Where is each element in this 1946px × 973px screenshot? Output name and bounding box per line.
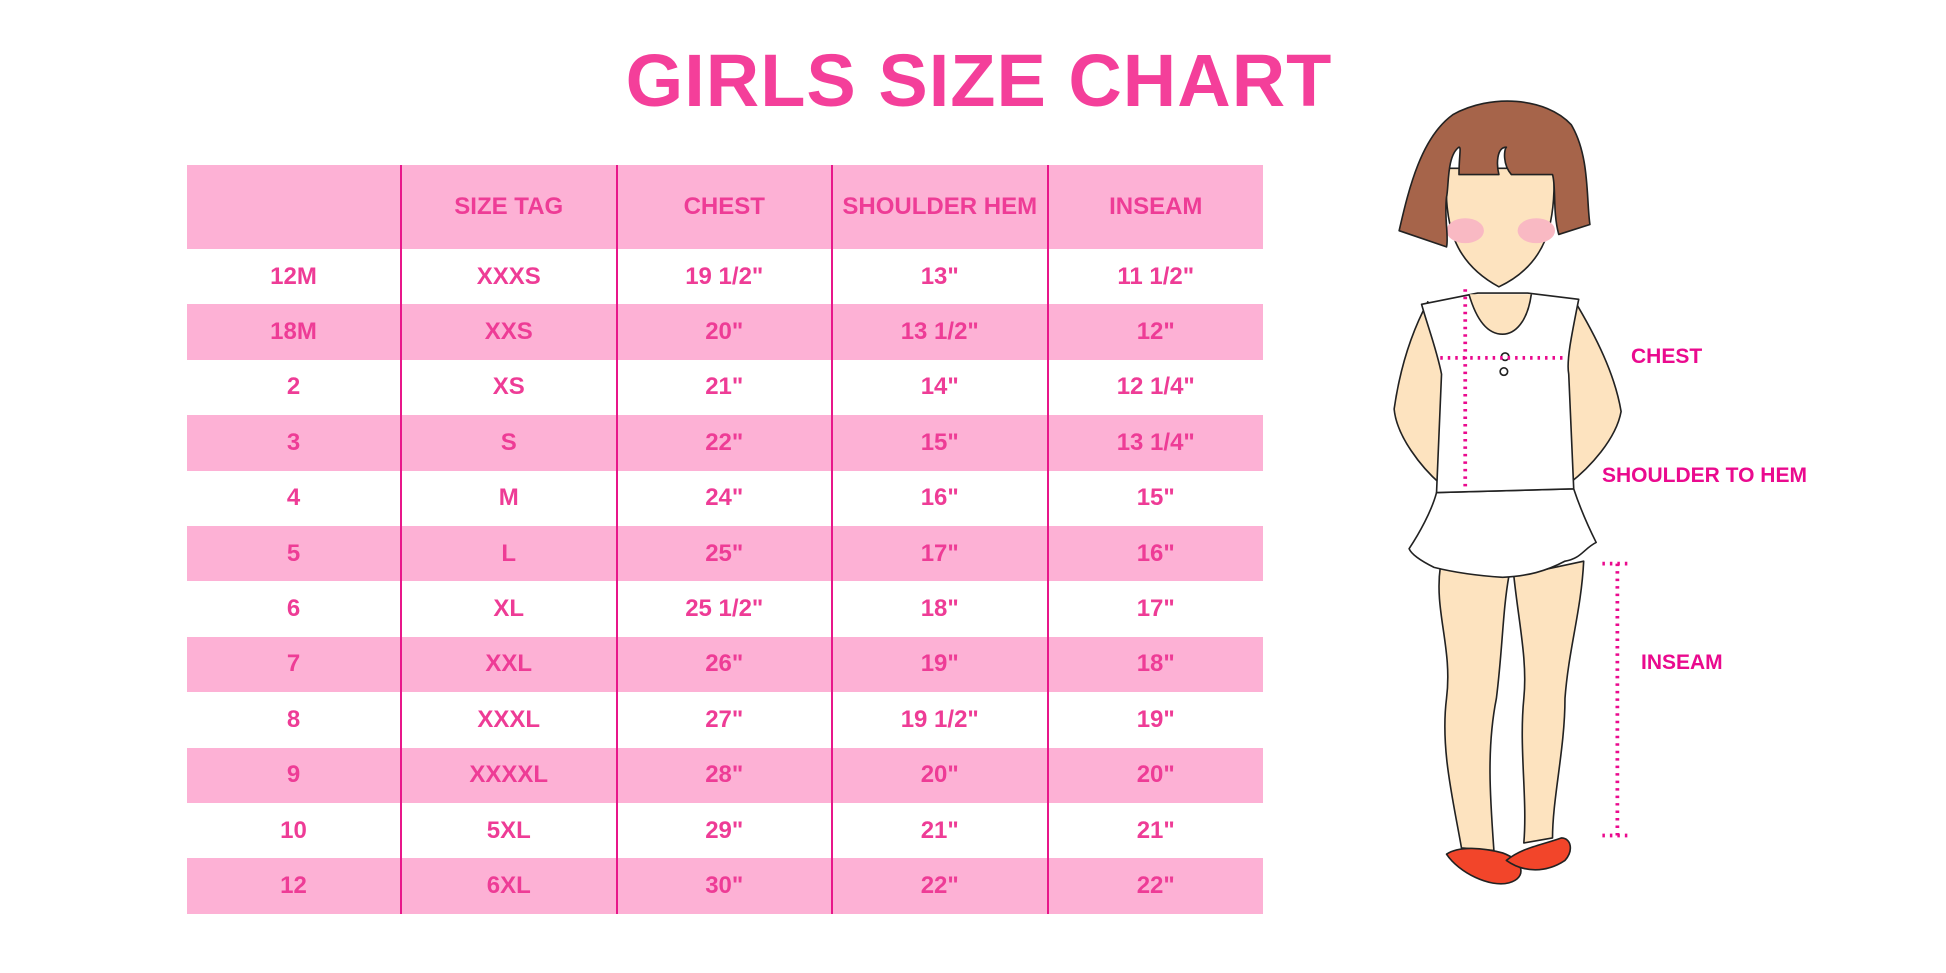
column-header: INSEAM: [1046, 165, 1263, 249]
table-cell: 24": [615, 470, 832, 526]
page-title: GIRLS SIZE CHART: [625, 39, 1333, 122]
table-cell: XXXXL: [400, 747, 617, 803]
column-header: [187, 165, 401, 249]
table-cell: 4: [286, 484, 301, 512]
table-cell: 13": [831, 249, 1048, 305]
column-header: CHEST: [615, 165, 832, 249]
table-cell: 6: [286, 595, 301, 623]
table-cell: XXL: [400, 636, 617, 693]
table-cell: 18M: [187, 304, 401, 360]
table-cell: 19 1/2": [831, 692, 1048, 748]
table-row: 5 L 25" 17" 16": [187, 525, 1263, 582]
table-cell: XXXS: [400, 249, 617, 305]
size-chart-table: SIZE TAG CHEST SHOULDER HEM INSEAM 12M XXXS 1…: [187, 165, 1263, 914]
table-cell: XS: [400, 359, 617, 416]
table-cell: 12": [1046, 304, 1263, 360]
table-cell: 13 1/4": [1046, 415, 1263, 471]
table-cell: 13 1/2": [831, 304, 1048, 360]
left-arm: [1393, 300, 1445, 485]
table-cell: XXS: [400, 304, 617, 360]
table-row: 2 XS 21" 14" 12 1/4": [187, 359, 1263, 416]
table-cell: 3: [187, 415, 401, 471]
left-shoe: [1445, 847, 1522, 885]
table-row: 12 6XL 30" 22" 22": [187, 858, 1263, 914]
table-cell: L: [400, 525, 617, 582]
table-cell: 10: [280, 816, 307, 844]
right-leg: [1513, 560, 1585, 844]
shoulder-to-hem-label: SHOULDER TO HEM: [1602, 464, 1807, 487]
table-cell: 2: [286, 373, 301, 401]
table-cell: 18": [1046, 636, 1263, 693]
skirt: [1408, 488, 1597, 579]
table-cell: S: [400, 415, 617, 471]
table-cell: 12M: [270, 262, 317, 290]
table-cell: 21": [831, 802, 1048, 859]
table-cell: 12 1/4": [1046, 359, 1263, 416]
table-cell: 5: [187, 525, 401, 582]
table-cell: 20": [1046, 747, 1263, 803]
table-cell: 20": [615, 304, 832, 360]
table-cell: 19": [831, 636, 1048, 693]
table-cell: 29": [615, 802, 832, 859]
table-cell: 19 1/2": [615, 249, 832, 305]
table-cell: 22": [1046, 858, 1263, 914]
table-row: 4 M 24" 16" 15": [187, 470, 1263, 526]
table-cell: 16": [1046, 525, 1263, 582]
table-cell: M: [400, 470, 617, 526]
table-cell: 18": [831, 581, 1048, 637]
table-cell: 12: [187, 858, 401, 914]
table-cell: 5XL: [400, 802, 617, 859]
chest-label: CHEST: [1631, 345, 1703, 368]
table-cell: XL: [400, 581, 617, 637]
table-cell: 28": [615, 747, 832, 803]
inseam-label: INSEAM: [1641, 651, 1723, 674]
table-cell: 15": [1046, 470, 1263, 526]
table-cell: 26": [615, 636, 832, 693]
table-row: 18M XXS 20" 13 1/2" 12": [187, 304, 1263, 360]
right-shoe: [1505, 837, 1572, 871]
table-cell: 8: [286, 705, 301, 733]
table-row: 6 XL 25 1/2" 18" 17": [187, 581, 1263, 637]
table-row: 10 5XL 29" 21" 21": [187, 802, 1263, 859]
table-cell: 17": [831, 525, 1048, 582]
table-cell: 20": [831, 747, 1048, 803]
table-cell: 25": [615, 525, 832, 582]
table-cell: 16": [831, 470, 1048, 526]
left-leg: [1438, 566, 1510, 852]
table-row: 12M XXXS 19 1/2" 13" 11 1/2": [187, 249, 1263, 305]
table-cell: 11 1/2": [1046, 249, 1263, 305]
table-cell: 7: [187, 636, 401, 693]
table-cell: 30": [615, 858, 832, 914]
table-cell: XXXL: [400, 692, 617, 748]
table-row: 7 XXL 26" 19" 18": [187, 636, 1263, 693]
right-arm: [1565, 298, 1622, 485]
table-cell: 15": [831, 415, 1048, 471]
table-cell: 22": [831, 858, 1048, 914]
table-cell: 21": [615, 359, 832, 416]
table-cell: 27": [615, 692, 832, 748]
table-cell: 22": [615, 415, 832, 471]
table-header-row: SIZE TAG CHEST SHOULDER HEM INSEAM: [187, 165, 1263, 249]
hair: [1398, 100, 1591, 248]
table-row: 8 XXXL 27" 19 1/2" 19": [187, 692, 1263, 748]
table-row: 9 XXXXL 28" 20" 20": [187, 747, 1263, 803]
table-cell: 9: [187, 747, 401, 803]
table-cell: 19": [1046, 692, 1263, 748]
table-cell: 14": [831, 359, 1048, 416]
table-row: 3 S 22" 15" 13 1/4": [187, 415, 1263, 471]
face: [1445, 167, 1555, 288]
table-cell: 17": [1046, 581, 1263, 637]
shirt: [1420, 292, 1580, 494]
table-cell: 21": [1046, 802, 1263, 859]
column-header: SHOULDER HEM: [831, 165, 1048, 249]
column-header: SIZE TAG: [400, 165, 617, 249]
table-cell: 6XL: [400, 858, 617, 914]
table-cell: 25 1/2": [615, 581, 832, 637]
